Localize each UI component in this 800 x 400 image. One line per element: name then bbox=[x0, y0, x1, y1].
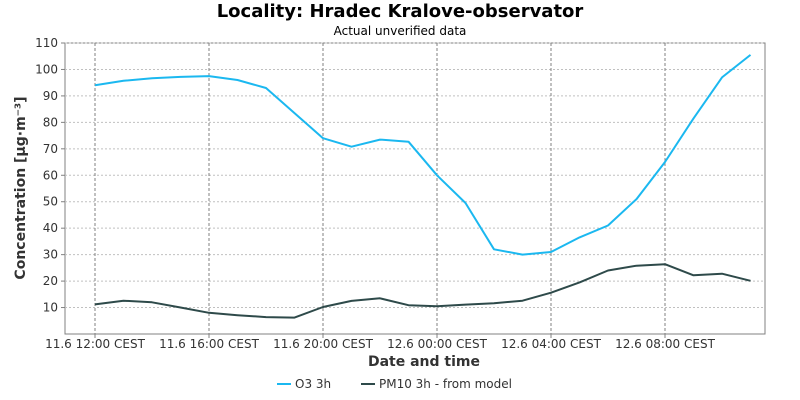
y-axis-ticks: 10 20 30 40 50 60 70 80 90 100 110 bbox=[35, 36, 65, 315]
y-tick-label: 40 bbox=[43, 221, 58, 235]
legend-label-1: PM10 3h - from model bbox=[379, 377, 512, 391]
y-tick-label: 80 bbox=[43, 115, 58, 129]
chart-title: Locality: Hradec Kralove-observator bbox=[217, 1, 584, 22]
x-tick-label: 11.6 12:00 CEST bbox=[45, 337, 146, 351]
series-line-1 bbox=[94, 263, 751, 319]
x-tick-label: 11.6 20:00 CEST bbox=[273, 337, 374, 351]
series-lines bbox=[94, 54, 752, 319]
series-line-0 bbox=[94, 54, 752, 256]
x-tick-label: 12.6 08:00 CEST bbox=[615, 337, 716, 351]
x-tick-label: 12.6 00:00 CEST bbox=[387, 337, 488, 351]
y-tick-label: 90 bbox=[43, 89, 58, 103]
legend: O3 3h PM10 3h - from model bbox=[277, 377, 512, 391]
y-tick-label: 60 bbox=[43, 168, 58, 182]
legend-label-0: O3 3h bbox=[295, 377, 331, 391]
x-tick-label: 12.6 04:00 CEST bbox=[501, 337, 602, 351]
y-tick-label: 110 bbox=[35, 36, 58, 50]
plot-area bbox=[64, 42, 766, 335]
x-axis-ticks: 11.6 12:00 CEST 11.6 16:00 CEST 11.6 20:00… bbox=[45, 334, 716, 351]
y-tick-label: 70 bbox=[43, 142, 58, 156]
y-tick-label: 30 bbox=[43, 248, 58, 262]
x-tick-label: 11.6 16:00 CEST bbox=[159, 337, 260, 351]
y-tick-label: 10 bbox=[43, 301, 58, 315]
y-tick-label: 100 bbox=[35, 62, 58, 76]
chart-subtitle: Actual unverified data bbox=[334, 24, 467, 38]
x-axis-label: Date and time bbox=[368, 354, 480, 370]
y-tick-label: 20 bbox=[43, 274, 58, 288]
y-axis-label: Concentration [µg·m⁻³] bbox=[13, 96, 29, 279]
y-tick-label: 50 bbox=[43, 195, 58, 209]
